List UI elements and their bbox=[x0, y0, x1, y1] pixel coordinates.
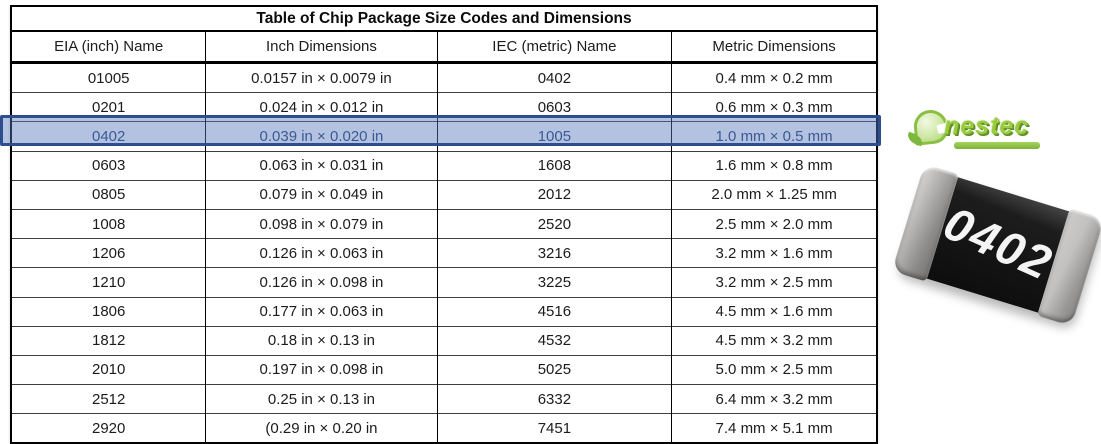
table-header-row: EIA (inch) Name Inch Dimensions IEC (met… bbox=[11, 31, 877, 64]
table-row: 2512 0.25 in × 0.13 in 6332 6.4 mm × 3.2 mm bbox=[11, 384, 877, 414]
table-cell: 6332 bbox=[436, 384, 672, 414]
table-row: 2010 0.197 in × 0.098 in 5025 5.0 mm × 2.5 … bbox=[11, 354, 877, 385]
table-cell: 0402 bbox=[436, 62, 672, 93]
table-cell: 1.6 mm × 0.8 mm bbox=[671, 150, 877, 181]
table-cell: 3.2 mm × 1.6 mm bbox=[671, 238, 877, 268]
table-cell: 0201 bbox=[11, 92, 206, 122]
table-row: 01005 0.0157 in × 0.0079 in 0402 0.4 mm × 0… bbox=[11, 62, 877, 93]
table-body: 01005 0.0157 in × 0.0079 in 0402 0.4 mm × 0… bbox=[11, 62, 877, 444]
table-cell: 0.039 in × 0.020 in bbox=[205, 121, 438, 152]
table-cell: 7.4 mm × 5.1 mm bbox=[671, 413, 877, 444]
column-header-iec-name: IEC (metric) Name bbox=[436, 31, 672, 64]
table-row: 0603 0.063 in × 0.031 in 1608 1.6 mm × 0.8 … bbox=[11, 150, 877, 181]
table-cell: 4532 bbox=[436, 325, 672, 356]
table-cell: 0402 bbox=[11, 121, 206, 152]
table-cell: 0.024 in × 0.012 in bbox=[205, 92, 438, 122]
table-cell: 2512 bbox=[11, 384, 206, 414]
cinestec-logo: nestec bbox=[905, 108, 1054, 162]
column-header-metric-dimensions: Metric Dimensions bbox=[671, 31, 877, 64]
table-cell: 0.063 in × 0.031 in bbox=[205, 150, 438, 181]
table-cell: 3.2 mm × 2.5 mm bbox=[671, 267, 877, 297]
table-cell: 2520 bbox=[436, 208, 672, 239]
table-cell: 5025 bbox=[436, 354, 672, 385]
table-cell: 0.079 in × 0.049 in bbox=[205, 179, 438, 210]
table-cell: 2920 bbox=[11, 413, 206, 444]
table-cell: 7451 bbox=[436, 413, 672, 444]
logo-tagline-bar bbox=[954, 142, 1040, 149]
table-row: 0402 0.039 in × 0.020 in 1005 1.0 mm × 0.5 … bbox=[11, 121, 877, 152]
table-cell: 1008 bbox=[11, 208, 206, 239]
table-cell: 1812 bbox=[11, 325, 206, 356]
table-title-row: Table of Chip Package Size Codes and Dim… bbox=[11, 6, 877, 32]
table-cell: 2012 bbox=[436, 179, 672, 210]
table-cell: 0603 bbox=[436, 92, 672, 122]
chip-resistor-photo: 0402 bbox=[891, 163, 1101, 327]
table-cell: 1608 bbox=[436, 150, 672, 181]
table-cell: (0.29 in × 0.20 in bbox=[205, 413, 438, 444]
table-row: 1812 0.18 in × 0.13 in 4532 4.5 mm × 3.2 mm bbox=[11, 325, 877, 356]
column-header-inch-dimensions: Inch Dimensions bbox=[205, 31, 438, 64]
table-cell: 0.0157 in × 0.0079 in bbox=[205, 62, 438, 93]
chip-package-size-table: Table of Chip Package Size Codes and Dim… bbox=[10, 5, 878, 444]
table-row: 2920 (0.29 in × 0.20 in 7451 7.4 mm × 5.1 m… bbox=[11, 413, 877, 444]
table-row: 0201 0.024 in × 0.012 in 0603 0.6 mm × 0.3 … bbox=[11, 92, 877, 122]
table-cell: 0805 bbox=[11, 179, 206, 210]
table-cell: 0.6 mm × 0.3 mm bbox=[671, 92, 877, 122]
table-cell: 5.0 mm × 2.5 mm bbox=[671, 354, 877, 385]
logo-wordmark: nestec bbox=[944, 112, 1030, 140]
table-cell: 1210 bbox=[11, 267, 206, 297]
table-row: 1806 0.177 in × 0.063 in 4516 4.5 mm × 1.6 … bbox=[11, 296, 877, 327]
table-row: 0805 0.079 in × 0.049 in 2012 2.0 mm × 1.25… bbox=[11, 179, 877, 210]
chip-size-label: 0402 bbox=[936, 195, 1061, 290]
table-cell: 3225 bbox=[436, 267, 672, 297]
table-cell: 0.25 in × 0.13 in bbox=[205, 384, 438, 414]
table-cell: 4.5 mm × 1.6 mm bbox=[671, 296, 877, 327]
table-cell: 0603 bbox=[11, 150, 206, 181]
table-cell: 0.098 in × 0.079 in bbox=[205, 208, 438, 239]
table-cell: 01005 bbox=[87, 69, 130, 87]
table-cell: 4.5 mm × 3.2 mm bbox=[671, 325, 877, 356]
table-row: 1210 0.126 in × 0.098 in 3225 3.2 mm × 2.5 … bbox=[11, 267, 877, 297]
table-cell: 0.177 in × 0.063 in bbox=[205, 296, 438, 327]
table-cell: 0.4 mm × 0.2 mm bbox=[671, 62, 877, 93]
table-cell: 6.4 mm × 3.2 mm bbox=[671, 384, 877, 414]
table-cell: 4516 bbox=[436, 296, 672, 327]
table-row: 1206 0.126 in × 0.063 in 3216 3.2 mm × 1.6 … bbox=[11, 238, 877, 268]
table-cell: 0.126 in × 0.063 in bbox=[205, 238, 438, 268]
table-cell: 0.197 in × 0.098 in bbox=[205, 354, 438, 385]
table-cell: 1806 bbox=[11, 296, 206, 327]
table-cell: 3216 bbox=[436, 238, 672, 268]
table-cell: 2010 bbox=[11, 354, 206, 385]
table-cell: 2.5 mm × 2.0 mm bbox=[671, 208, 877, 239]
table-cell: 1.0 mm × 0.5 mm bbox=[671, 121, 877, 152]
table-row: 1008 0.098 in × 0.079 in 2520 2.5 mm × 2.0 … bbox=[11, 208, 877, 239]
table-cell: 1005 bbox=[436, 121, 672, 152]
table-cell: 0.18 in × 0.13 in bbox=[205, 325, 438, 356]
column-header-eia-name: EIA (inch) Name bbox=[11, 31, 206, 64]
table-cell: 0.126 in × 0.098 in bbox=[205, 267, 438, 297]
table-title: Table of Chip Package Size Codes and Dim… bbox=[11, 6, 877, 32]
table-cell: 1206 bbox=[11, 238, 206, 268]
table-cell: 2.0 mm × 1.25 mm bbox=[671, 179, 877, 210]
